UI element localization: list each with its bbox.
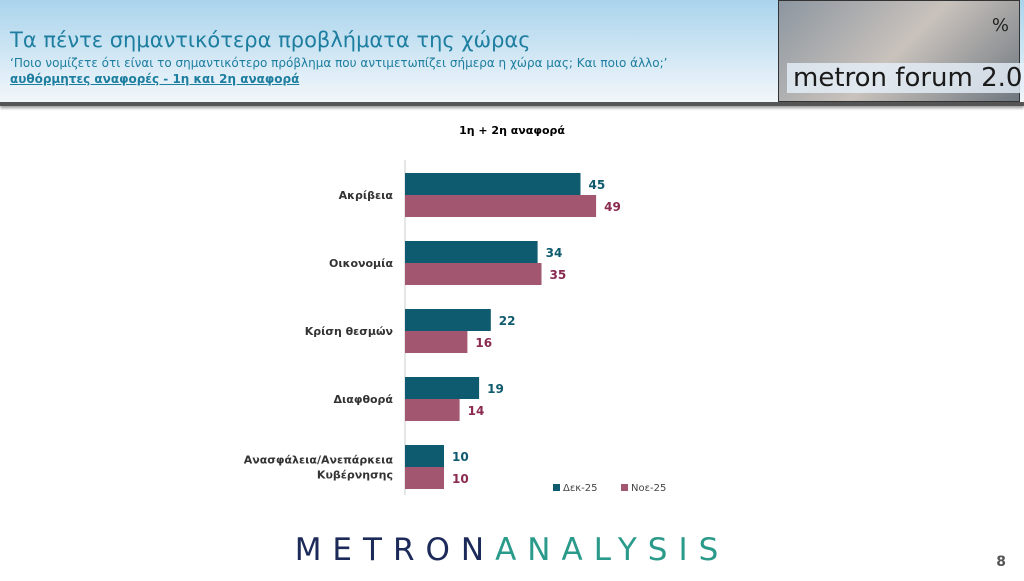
subtitle: αυθόρμητες αναφορές - 1η και 2η αναφορά [10, 72, 300, 86]
bar-Νοε-25 [405, 399, 460, 421]
data-label: 19 [487, 382, 504, 396]
category-label: Ανασφάλεια/Ανεπάρκεια [244, 454, 394, 467]
data-label: 45 [589, 178, 606, 192]
brand-b: ANALYSIS [495, 532, 730, 568]
bar-Δεκ-25 [405, 173, 581, 195]
legend-label: Δεκ-25 [563, 483, 597, 494]
percent-symbol: % [991, 15, 1009, 36]
bar-Δεκ-25 [405, 241, 538, 263]
legend-swatch [553, 484, 560, 491]
data-label: 35 [550, 268, 567, 282]
data-label: 14 [468, 404, 485, 418]
survey-question: ‘Ποιο νομίζετε ότι είναι το σημαντικότερ… [10, 56, 668, 70]
bar-Νοε-25 [405, 263, 542, 285]
legend-swatch [621, 484, 628, 491]
category-label: Ακρίβεια [339, 189, 394, 202]
legend-label: Νοε-25 [631, 483, 666, 494]
header: Τα πέντε σημαντικότερα προβλήματα της χώ… [0, 0, 1024, 106]
bar-Νοε-25 [405, 195, 597, 217]
data-label: 22 [499, 314, 516, 328]
page-number: 8 [996, 554, 1006, 570]
category-label: Οικονομία [329, 257, 393, 270]
brand-a: METRON [294, 532, 496, 568]
category-label: Διαφθορά [333, 393, 393, 406]
page-title: Τα πέντε σημαντικότερα προβλήματα της χώ… [10, 28, 531, 52]
data-label: 34 [546, 246, 563, 260]
category-label: Κυβέρνησης [317, 469, 393, 482]
metron-analysis-logo: METRONANALYSIS [0, 532, 1024, 568]
data-label: 10 [452, 472, 469, 486]
chart-title: 1η + 2η αναφορά [459, 124, 565, 137]
data-label: 10 [452, 450, 469, 464]
data-label: 16 [475, 336, 492, 350]
data-label: 49 [604, 200, 621, 214]
bar-Νοε-25 [405, 331, 468, 353]
bar-Δεκ-25 [405, 309, 491, 331]
metron-forum-logo: % metron forum 2.0 [778, 0, 1024, 102]
bar-Νοε-25 [405, 467, 444, 489]
bar-Δεκ-25 [405, 445, 444, 467]
bar-Δεκ-25 [405, 377, 480, 399]
category-label: Κρίση θεσμών [305, 325, 393, 338]
logo-text: metron forum 2.0 [787, 63, 1024, 93]
